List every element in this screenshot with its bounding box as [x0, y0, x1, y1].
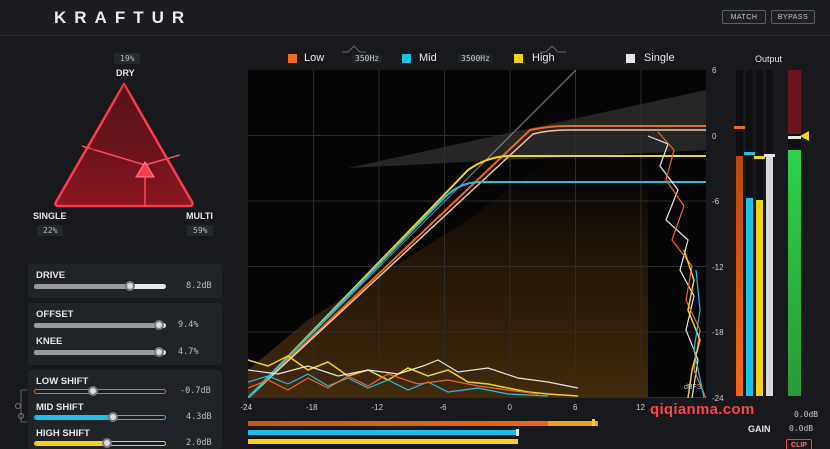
y-tick-label: 6 — [712, 66, 717, 75]
offset-value: 9.4% — [178, 320, 199, 330]
high-band-swatch[interactable] — [514, 54, 523, 63]
mid-shift-slider[interactable] — [34, 415, 166, 420]
x-tick-label: 12 — [636, 403, 645, 412]
single-band-label[interactable]: Single — [644, 52, 675, 64]
drive-slider[interactable] — [34, 284, 166, 289]
high-band-label[interactable]: High — [532, 52, 555, 64]
dbfs-label: dBFS — [684, 384, 702, 391]
y-tick-label: 0 — [712, 131, 717, 141]
gain-label: GAIN — [748, 424, 771, 434]
match-button[interactable]: MATCH — [722, 10, 766, 24]
low-shift-label: LOW SHIFT — [36, 376, 89, 387]
multi-label: MULTI — [186, 211, 213, 221]
drive-panel: DRIVE 8.2dB — [28, 264, 222, 298]
clip-button[interactable]: CLIP — [786, 439, 812, 449]
offset-slider-handle[interactable] — [154, 320, 165, 330]
single-value: 22% — [37, 225, 64, 236]
single-band-swatch[interactable] — [626, 54, 635, 63]
high-shift-slider[interactable] — [34, 441, 166, 446]
mid-band-label[interactable]: Mid — [419, 52, 437, 64]
high-shift-value: 2.0dB — [186, 438, 212, 448]
offset-slider[interactable] — [34, 323, 166, 328]
brand-logo: KRAFTUR — [54, 8, 193, 27]
mid-shift-handle[interactable] — [108, 412, 119, 422]
high-shift-label: HIGH SHIFT — [36, 428, 90, 439]
output-meters — [732, 70, 812, 400]
low-shift-value: -0.7dB — [180, 386, 211, 396]
drive-label: DRIVE — [36, 270, 66, 281]
bypass-button[interactable]: BYPASS — [771, 10, 815, 24]
low-shift-slider[interactable] — [34, 389, 166, 394]
dry-value: 19% — [114, 53, 141, 64]
offset-label: OFFSET — [36, 309, 74, 320]
knee-label: KNEE — [36, 336, 63, 347]
header-bar: KRAFTUR MATCH BYPASS — [0, 0, 830, 36]
mid-band-swatch[interactable] — [402, 54, 411, 63]
watermark-text: qiqianma.com — [650, 401, 755, 418]
crossover-brackets — [342, 45, 566, 53]
drive-value: 8.2dB — [186, 281, 212, 291]
knee-slider[interactable] — [34, 350, 166, 355]
output-title: Output — [755, 54, 783, 64]
y-tick-label: -6 — [712, 197, 720, 206]
dry-label: DRY — [116, 68, 135, 78]
link-icon[interactable] — [13, 388, 29, 424]
x-tick-label: 0 — [507, 403, 512, 412]
knee-value: 4.7% — [178, 347, 199, 357]
ceiling-handle-icon[interactable] — [800, 131, 810, 141]
ceiling-value: 0.0dB — [794, 410, 819, 419]
drive-slider-handle[interactable] — [125, 281, 136, 291]
knee-slider-handle[interactable] — [154, 347, 165, 357]
blend-triangle[interactable] — [50, 78, 198, 210]
xover-low-mid[interactable]: 350Hz — [352, 54, 383, 63]
gain-value[interactable]: 0.0dB — [789, 424, 814, 433]
low-band-swatch[interactable] — [288, 54, 297, 63]
x-tick-label: -24 — [240, 403, 253, 412]
multi-value: 59% — [187, 225, 214, 236]
mid-shift-value: 4.3dB — [186, 412, 212, 422]
low-band-label[interactable]: Low — [304, 52, 325, 64]
transfer-curve-svg — [248, 70, 706, 398]
band-legend: Low 350Hz Mid 3500Hz High Single — [248, 40, 706, 68]
y-tick-label: -24 — [712, 393, 724, 403]
high-shift-handle[interactable] — [101, 438, 112, 448]
x-tick-label: -12 — [371, 403, 384, 412]
blend-handle-icon — [135, 161, 155, 178]
y-tick-label: -12 — [712, 262, 724, 272]
y-tick-label: -18 — [712, 328, 724, 337]
x-tick-label: -18 — [306, 403, 318, 412]
low-shift-handle[interactable] — [88, 386, 99, 396]
mid-shift-label: MID SHIFT — [36, 402, 84, 413]
x-tick-label: 6 — [573, 403, 578, 412]
x-tick-label: -6 — [439, 403, 447, 412]
offset-knee-panel: OFFSET 9.4% KNEE 4.7% — [28, 303, 222, 365]
band-level-meters — [248, 419, 706, 449]
xover-mid-high[interactable]: 3500Hz — [458, 54, 493, 63]
transfer-curve-graph[interactable] — [248, 70, 706, 398]
band-shift-panel: LOW SHIFT -0.7dB MID SHIFT 4.3dB HIGH SH… — [28, 370, 222, 449]
single-label: SINGLE — [33, 211, 67, 221]
